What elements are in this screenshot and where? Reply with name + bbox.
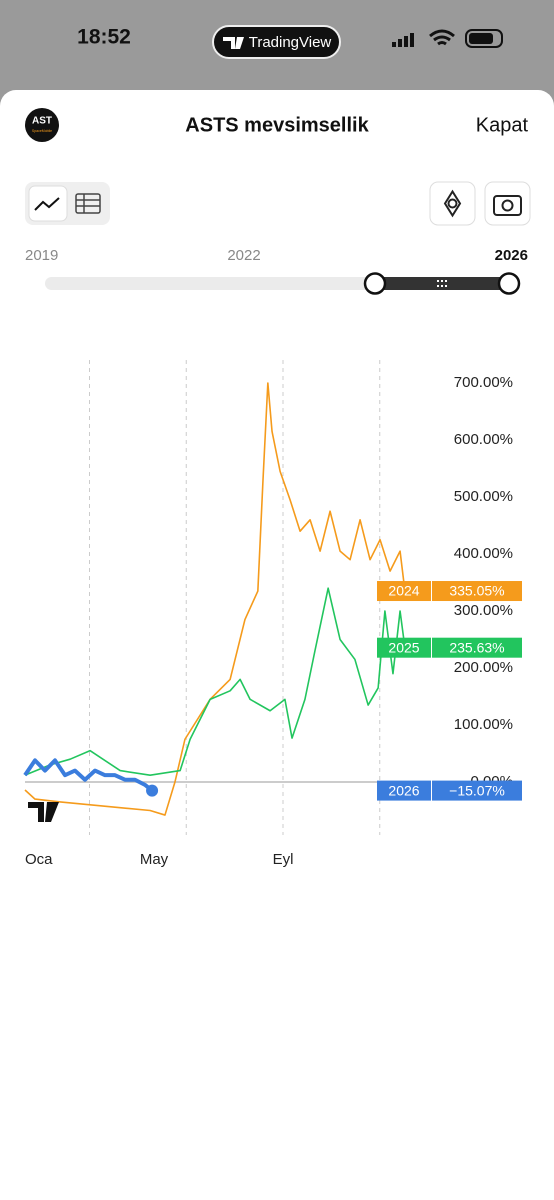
series-line	[23, 758, 154, 793]
tag-name-bg	[377, 780, 431, 801]
camera-icon	[493, 195, 522, 216]
logo	[25, 108, 59, 142]
title: ASTS mevsimsellik	[185, 114, 369, 136]
tag-value-bg	[432, 780, 522, 801]
wifi-icon	[429, 29, 455, 46]
range-grip	[437, 280, 447, 287]
range-handle[interactable]	[497, 272, 521, 295]
table-view-button[interactable]	[75, 193, 101, 214]
status-time: 18:52	[77, 26, 131, 49]
camera-lens	[501, 199, 514, 212]
end-dot	[146, 784, 159, 797]
chart: OcaMayEyl0.00%100.00%200.00%300.00%400.0…	[23, 360, 522, 868]
settings-button[interactable]	[429, 181, 476, 226]
y-tick-label: 200.00%	[454, 659, 513, 676]
tag-name: 2024	[388, 583, 419, 599]
tag-name-bg	[377, 637, 431, 658]
logo-sub: SpaceMobile	[32, 129, 52, 133]
tag-value: 235.63%	[449, 639, 504, 655]
range-end: 2026	[495, 247, 528, 264]
signal-icon	[392, 33, 414, 47]
tag-value-bg	[432, 581, 522, 602]
app-name: TradingView	[249, 34, 332, 51]
tag-name: 2025	[388, 639, 419, 655]
snapshot-button[interactable]	[484, 181, 531, 226]
range-selection[interactable]	[375, 277, 509, 290]
chart-view-button[interactable]	[28, 185, 68, 222]
watermark	[28, 802, 59, 822]
y-tick-label: 500.00%	[454, 488, 513, 505]
y-tick-label: 700.00%	[454, 374, 513, 391]
settings-icon	[443, 189, 462, 218]
tag-name-bg	[377, 581, 431, 602]
watermark-dot	[51, 802, 57, 808]
tag-value-bg	[432, 637, 522, 658]
series-line	[24, 382, 406, 816]
close-button[interactable]: Kapat	[476, 114, 529, 136]
x-tick-label: May	[140, 851, 169, 868]
tag-value: 335.05%	[449, 583, 504, 599]
series-line	[24, 587, 406, 776]
range-mid: 2022	[227, 247, 260, 264]
tag-name: 2026	[388, 782, 419, 798]
y-tick-label: 300.00%	[454, 602, 513, 619]
y-tick-label: 400.00%	[454, 545, 513, 562]
settings-center	[447, 198, 458, 209]
line-icon	[34, 197, 60, 211]
tag-value: −15.07%	[449, 782, 505, 798]
x-tick-label: Eyl	[273, 851, 294, 868]
range-start: 2019	[25, 247, 58, 264]
range-handle[interactable]	[363, 272, 387, 295]
battery-icon	[465, 29, 503, 48]
tv-icon	[223, 37, 244, 49]
logo-text: AST	[32, 116, 52, 127]
x-tick-label: Oca	[25, 851, 53, 868]
app-pill	[212, 25, 341, 59]
sheet	[0, 90, 554, 1200]
battery-level	[469, 33, 493, 44]
y-tick-label: 600.00%	[454, 431, 513, 448]
y-tick-label: 100.00%	[454, 716, 513, 733]
